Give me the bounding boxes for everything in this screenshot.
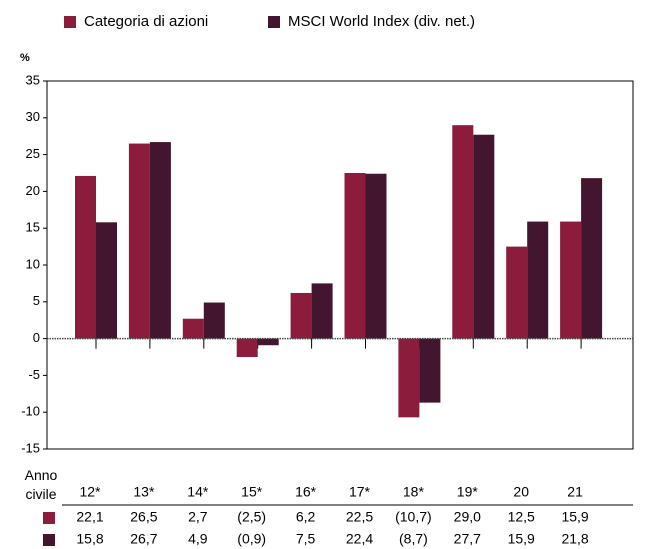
y-tick-label: 15 xyxy=(26,220,40,235)
bar xyxy=(344,173,366,339)
table-value: (0,9) xyxy=(237,531,266,547)
y-tick-label: -5 xyxy=(28,367,40,382)
bar xyxy=(398,338,420,418)
table-value: 7,5 xyxy=(296,531,316,547)
bar xyxy=(182,318,204,339)
bar xyxy=(452,125,474,339)
table-value: 12,5 xyxy=(508,509,535,525)
bar xyxy=(236,338,258,357)
legend-label: MSCI World Index (div. net.) xyxy=(288,13,475,30)
table-value: 4,9 xyxy=(188,531,208,547)
y-tick-label: 35 xyxy=(26,72,40,87)
bar xyxy=(257,338,279,346)
legend-swatch xyxy=(64,16,76,28)
table-swatch xyxy=(43,512,55,524)
bar xyxy=(75,175,96,339)
bar xyxy=(473,134,495,339)
x-tick-label: 18* xyxy=(403,484,425,500)
table-value: 15,9 xyxy=(561,509,588,525)
table-swatch xyxy=(43,534,55,546)
x-tick-label: 15* xyxy=(241,484,263,500)
legend-swatch xyxy=(268,16,280,28)
x-tick-label: 16* xyxy=(295,484,317,500)
y-tick-label: 10 xyxy=(26,256,40,271)
x-tick-label: 20 xyxy=(513,484,529,500)
y-axis-label: % xyxy=(20,52,30,64)
table-value: 22,5 xyxy=(346,509,373,525)
table-value: 6,2 xyxy=(296,509,316,525)
table-value: 22,4 xyxy=(346,531,373,547)
bar xyxy=(365,173,387,339)
x-tick-label: 12* xyxy=(79,484,101,500)
bar xyxy=(581,178,603,339)
bar xyxy=(527,221,549,339)
bar xyxy=(203,302,225,339)
bar xyxy=(506,246,528,339)
x-tick-label: 17* xyxy=(349,484,371,500)
y-tick-label: -10 xyxy=(21,404,40,419)
bar xyxy=(560,221,582,339)
table-value: 21,8 xyxy=(561,531,588,547)
table-label: Anno civile xyxy=(24,467,58,502)
table-value: (2,5) xyxy=(237,509,266,525)
table-value: 26,5 xyxy=(130,509,157,525)
x-tick-label: 14* xyxy=(187,484,209,500)
bar xyxy=(290,292,312,339)
y-tick-label: 5 xyxy=(33,293,40,308)
table-value: (10,7) xyxy=(395,509,432,525)
table-value: 26,7 xyxy=(130,531,157,547)
y-tick-label: 25 xyxy=(26,146,40,161)
bar xyxy=(419,338,441,403)
table-value: 2,7 xyxy=(188,509,208,525)
bar xyxy=(96,222,117,339)
legend-label: Categoria di azioni xyxy=(84,13,208,30)
table-value: 29,0 xyxy=(454,509,481,525)
x-tick-label: 19* xyxy=(457,484,479,500)
bar xyxy=(149,142,171,339)
y-tick-label: -15 xyxy=(21,440,40,455)
bar xyxy=(311,283,333,339)
y-tick-label: 0 xyxy=(33,330,40,345)
table-value: 22,1 xyxy=(76,509,103,525)
table-value: (8,7) xyxy=(399,531,428,547)
table-value: 15,9 xyxy=(508,531,535,547)
y-tick-label: 20 xyxy=(26,183,40,198)
bar xyxy=(128,143,150,339)
x-tick-label: 21 xyxy=(567,484,583,500)
table-value: 27,7 xyxy=(454,531,481,547)
y-tick-label: 30 xyxy=(26,109,40,124)
x-tick-label: 13* xyxy=(133,484,155,500)
table-value: 15,8 xyxy=(76,531,103,547)
